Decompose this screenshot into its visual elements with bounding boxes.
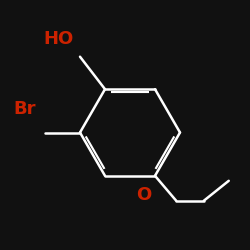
Text: O: O — [136, 186, 152, 204]
Text: HO: HO — [44, 30, 74, 48]
Text: Br: Br — [14, 100, 36, 118]
